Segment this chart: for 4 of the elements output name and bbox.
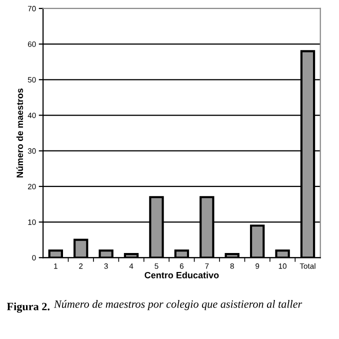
text: Número de maestros por colegio que asistieron al taller — [54, 300, 302, 310]
y-axis-title: Número de maestros — [16, 88, 24, 178]
text: Figura 2. — [6, 302, 50, 313]
x-axis-title: Centro Educativo — [144, 272, 219, 278]
